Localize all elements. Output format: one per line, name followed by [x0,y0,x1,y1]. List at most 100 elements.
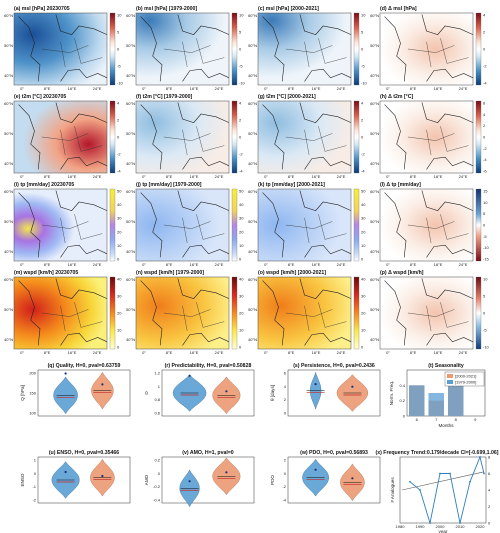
lon-tick: 8°E [44,174,51,179]
event-marker [314,382,317,386]
lon-tick: 8°E [288,262,295,267]
country-border [407,133,455,141]
map-frame [135,100,230,174]
map-field [14,277,107,349]
colorbar [231,12,238,86]
map-frame [13,276,108,350]
lon-tick: 0° [386,86,390,91]
lat-tick: 40°N [126,249,135,254]
event-marker [64,372,67,375]
lon-tick: 24°E [337,174,346,179]
lat-tick: 40°N [126,337,135,342]
x-tick: 1980 [396,524,406,529]
lon-tick: 0° [386,350,390,355]
lon-tick: 24°E [459,86,468,91]
country-border [426,217,432,244]
x-tick: 6 [416,417,419,422]
colorbar-tick: 20 [117,311,122,316]
map-frame [13,188,108,262]
colorbar-tick: 4 [483,112,486,117]
country-border [407,45,455,53]
map-frame [257,276,352,350]
coastline [262,104,285,170]
colorbar-tick: 10 [117,13,122,18]
country-border [60,129,66,156]
lon-tick: 16°E [190,262,199,267]
colorbar-tick: -10 [239,81,246,86]
country-border [74,214,103,240]
stat-ytick: 6 [284,371,287,376]
colorbar-tick: -2 [483,146,487,151]
lon-tick: 16°E [190,174,199,179]
coastline [60,156,108,170]
stat-frame [161,456,255,504]
lon-tick: 24°E [459,262,468,267]
lon-tick: 24°E [215,350,224,355]
lon-tick: 16°E [190,86,199,91]
stat-ytick: -0.4 [153,498,161,503]
colorbar-tick: 40 [361,202,366,207]
lat-tick: 50°N [126,219,135,224]
lat-tick: 50°N [126,43,135,48]
lat-tick: 40°N [126,161,135,166]
y-tick: 0 [403,414,406,419]
stat-ylabel: ENSO [20,473,25,486]
colorbar [353,12,360,86]
colorbar-tick: 10 [239,13,244,18]
stat-panel: (v) AMO, H=1, pval=0 0.2 0 -0.2 -0.4 AMO [144,450,255,508]
colorbar-tick: 0 [239,135,242,140]
map-title: (h) Δ t2m [°C] [380,94,413,100]
map-panel: (o) wspd [km/h] [2000-2021]60°N 50°N 40°N 0… [248,270,366,355]
country-border [196,302,225,328]
colorbar-tick: -4 [117,169,121,174]
coastline [262,16,285,82]
y-tick: 0 [488,521,491,526]
map-frame [257,100,352,174]
colorbar-tick: 30 [117,294,122,299]
stat-ytick: -0.2 [153,484,161,489]
map-frame [135,188,230,262]
country-border [304,217,310,244]
data-point [429,522,431,524]
map-field [258,277,351,349]
coastline [304,156,352,170]
stat-ytick: -4 [282,498,286,503]
lat-tick: 60°N [370,101,379,106]
data-point [409,480,411,483]
colorbar-tick: 2 [483,30,486,35]
colorbar-tick: -4 [239,169,243,174]
colorbar [475,100,482,174]
map-frame [257,188,352,262]
lon-tick: 24°E [93,174,102,179]
y-tick: 4 [488,488,491,493]
coastline [426,156,474,170]
country-border [74,126,103,152]
colorbar-tick: 0 [117,47,120,52]
country-border [440,214,469,240]
colorbar-tick: 30 [239,294,244,299]
lon-tick: 16°E [312,174,321,179]
lon-tick: 24°E [93,86,102,91]
lat-tick: 50°N [248,307,257,312]
x-tick: 1990 [416,524,426,529]
lat-tick: 40°N [370,337,379,342]
chart-title: (t) Seasonality [428,363,464,369]
colorbar-tick: 10 [483,200,488,205]
colorbar-tick: 10 [483,277,488,282]
lon-tick: 16°E [434,262,443,267]
colorbar-tick: 0 [117,345,120,350]
map-title: (k) tp [mm/day] [2000-2021] [258,182,325,188]
lon-tick: 8°E [44,86,51,91]
coastline [304,68,352,82]
lon-tick: 0° [142,262,146,267]
colorbar-tick: -4 [483,81,487,86]
country-border [407,309,455,317]
colorbar-tick: 10 [117,243,122,248]
lon-tick: 24°E [459,174,468,179]
lat-tick: 60°N [370,277,379,282]
map-frame [135,12,230,86]
colorbar-tick: 40 [239,202,244,207]
lat-tick: 60°N [4,101,13,106]
lon-tick: 24°E [93,262,102,267]
